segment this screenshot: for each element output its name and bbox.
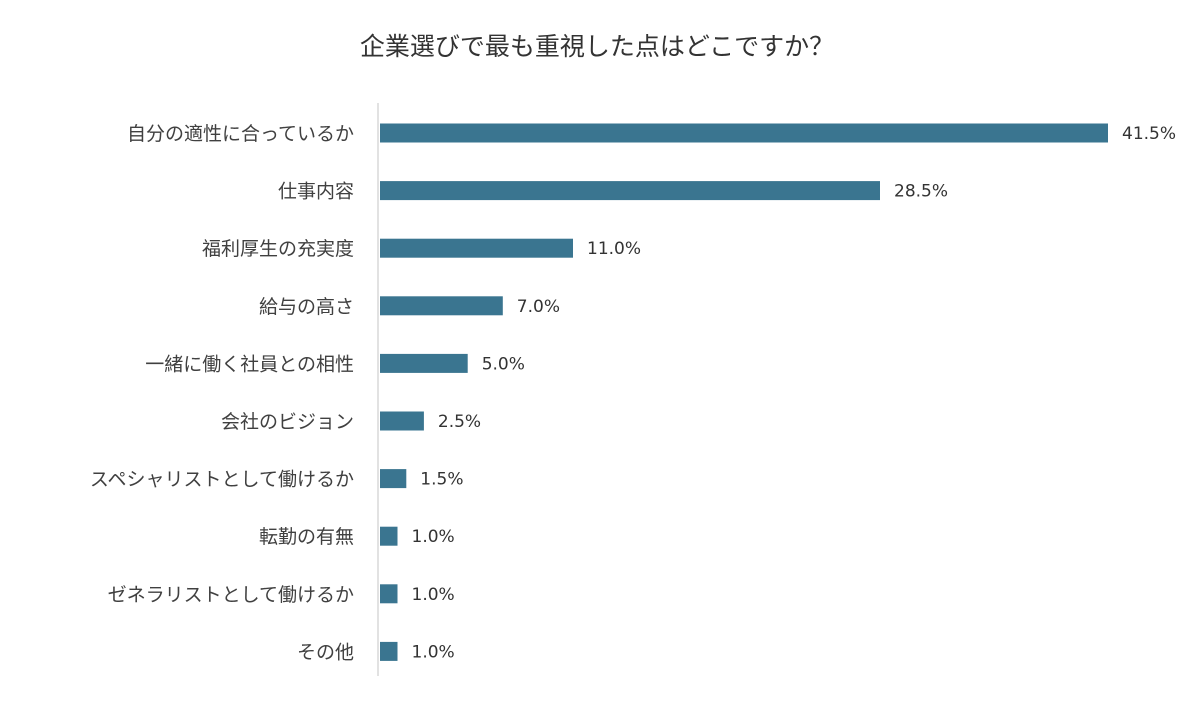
category-label-7: スペシャリストとして働けるか (90, 469, 354, 491)
category-label-1: 自分の適性に合っているか (127, 123, 354, 145)
bar-5 (380, 353, 468, 373)
bar-2 (380, 181, 880, 201)
value-label-2: 28.5% (894, 182, 948, 202)
category-label-3: 福利厚生の充実度 (202, 238, 354, 260)
value-label-3: 11.0% (587, 239, 641, 259)
value-label-10: 1.0% (412, 642, 455, 662)
bar-1 (380, 123, 1108, 143)
value-label-1: 41.5% (1122, 124, 1176, 144)
bar-4 (380, 296, 503, 316)
category-label-5: 一緒に働く社員との相性 (145, 353, 354, 375)
category-label-10: その他 (297, 641, 354, 663)
bar-7 (380, 469, 407, 489)
bars-group (380, 123, 1108, 661)
value-label-6: 2.5% (438, 412, 481, 432)
bar-8 (380, 526, 398, 546)
category-label-9: ゼネラリストとして働けるか (108, 584, 354, 606)
category-label-4: 給与の高さ (259, 296, 354, 318)
value-label-5: 5.0% (482, 354, 525, 374)
bar-3 (380, 238, 573, 258)
bar-10 (380, 641, 398, 661)
category-label-6: 会社のビジョン (221, 411, 354, 433)
value-labels: 41.5% 28.5% 11.0% 7.0% 5.0% 2.5% 1.5% 1.0% 1.0% 1… (412, 124, 1177, 662)
category-labels: 自分の適性に合っているか仕事内容福利厚生の充実度給与の高さ一緒に働く社員との相性… (90, 123, 354, 663)
bar-6 (380, 411, 424, 431)
category-label-2: 仕事内容 (278, 181, 354, 203)
value-label-9: 1.0% (412, 585, 455, 605)
bar-9 (380, 584, 398, 604)
category-label-8: 転勤の有無 (259, 526, 354, 548)
value-label-4: 7.0% (517, 297, 560, 317)
value-label-7: 1.5% (420, 470, 463, 490)
value-label-8: 1.0% (412, 527, 455, 547)
chart-title: 企業選びで最も重視した点はどこですか？ (360, 32, 834, 61)
